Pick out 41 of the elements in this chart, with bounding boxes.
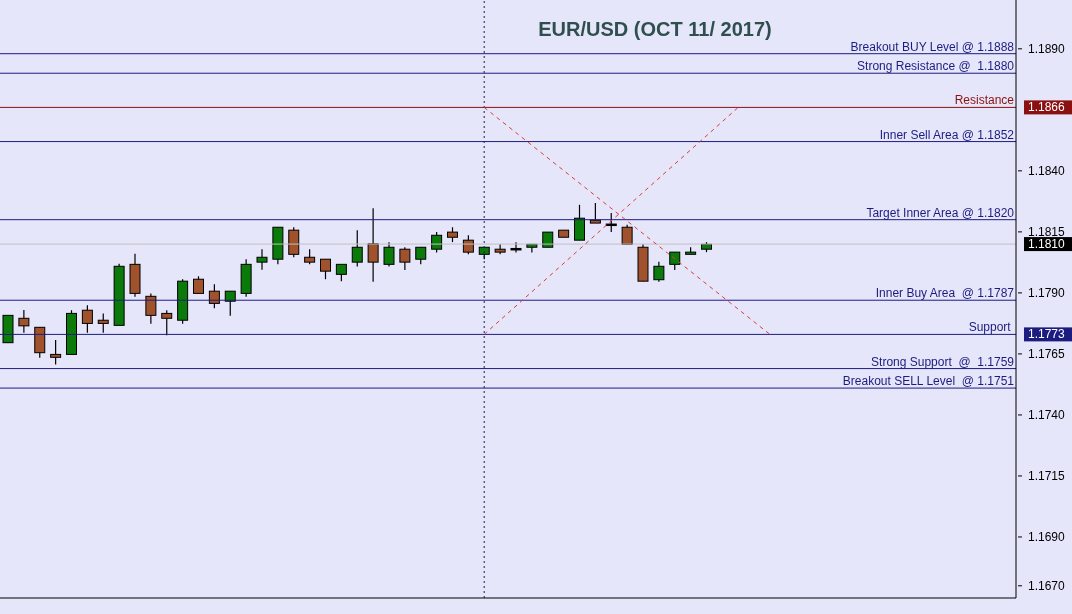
ref-line-label: Support: [968, 320, 1014, 335]
candlestick: [510, 241, 522, 254]
candlestick: [81, 304, 93, 334]
candlestick: [605, 212, 617, 233]
candlestick: [161, 309, 173, 336]
ref-line-label: Strong Support @ 1.1759: [871, 354, 1015, 369]
y-tick-label: 1.1715: [1028, 468, 1066, 483]
ref-line-label: Inner Buy Area @ 1.1787: [875, 286, 1015, 301]
y-tick-label: 1.1740: [1028, 407, 1066, 422]
ref-line-label: Resistance: [954, 93, 1015, 108]
candlestick: [145, 292, 157, 325]
y-tick-label: 1.1815: [1028, 224, 1066, 239]
candlestick: [208, 283, 220, 309]
candlestick: [653, 261, 665, 283]
y-tick-label: 1.1810: [1028, 237, 1066, 252]
ref-line-label: Breakout BUY Level @ 1.1888: [850, 39, 1015, 54]
candlestick: [320, 258, 331, 280]
y-tick-label: 1.1866: [1028, 100, 1066, 115]
y-tick-label: 1.1840: [1028, 163, 1066, 178]
candlestick: [18, 309, 30, 334]
candlestick: [50, 339, 62, 366]
candlestick: [367, 207, 379, 283]
candlestick: [256, 248, 268, 271]
y-tick-label: 1.1765: [1028, 346, 1066, 361]
candlestick: [574, 204, 585, 241]
ref-line-label: Breakout SELL Level @ 1.1751: [842, 374, 1015, 389]
candlestick: [351, 229, 363, 268]
text: EUR/USD (OCT 11/ 2017): [537, 18, 773, 41]
ref-line-label: Strong Resistance @ 1.1880: [857, 59, 1015, 74]
candlestick: [383, 241, 395, 268]
candlestick: [97, 312, 109, 334]
candlestick: [589, 202, 601, 224]
y-tick-label: 1.1890: [1028, 41, 1066, 56]
candlestick: [399, 246, 411, 271]
ref-line-label: Inner Sell Area @ 1.1852: [879, 127, 1015, 142]
y-tick-label: 1.1670: [1028, 578, 1066, 593]
ref-line-label: Target Inner Area @ 1.1820: [866, 205, 1015, 220]
y-tick-label: 1.1790: [1028, 285, 1066, 300]
y-tick-label: 1.1773: [1028, 327, 1066, 342]
y-tick-label: 1.1690: [1028, 529, 1066, 544]
candlestick: [224, 290, 236, 317]
